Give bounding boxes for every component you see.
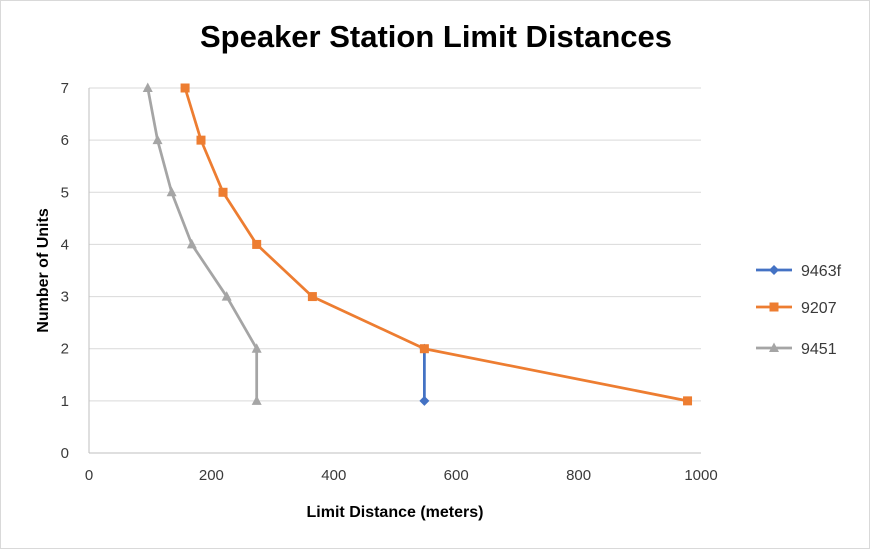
y-tick-label: 0 (61, 445, 69, 462)
data-point-9463f (419, 395, 430, 406)
data-point-9451 (166, 186, 177, 197)
x-tick-label: 400 (321, 467, 346, 484)
chart-title: Speaker Station Limit Distances (199, 19, 673, 54)
legend-marker-9463f (769, 265, 779, 275)
x-tick-label: 200 (199, 467, 224, 484)
data-point-9207 (180, 83, 190, 93)
y-axis-title: Number of Units (35, 208, 52, 333)
x-tick-label: 600 (444, 467, 469, 484)
y-tick-label: 4 (61, 236, 69, 253)
data-point-9451 (152, 134, 163, 145)
legend-label-9207: 9207 (801, 300, 837, 317)
data-point-9451 (251, 395, 262, 405)
legend-marker-9207 (769, 302, 779, 312)
legend-label-9463f: 9463f (801, 263, 842, 280)
x-tick-label: 1000 (684, 467, 717, 484)
data-point-9451 (142, 82, 153, 92)
legend-marker-9451 (769, 342, 779, 352)
x-axis-title: Limit Distance (meters) (307, 504, 484, 521)
y-tick-label: 2 (61, 341, 69, 358)
data-point-9207 (218, 187, 228, 197)
data-point-9207 (419, 344, 429, 354)
y-tick-label: 1 (61, 393, 69, 410)
y-tick-label: 3 (61, 289, 69, 306)
data-point-9451 (186, 238, 197, 249)
data-point-9207 (196, 135, 206, 145)
data-point-9207 (307, 292, 317, 302)
data-point-9451 (251, 343, 262, 353)
y-tick-label: 6 (61, 132, 69, 149)
data-point-9451 (221, 291, 232, 301)
legend-label-9451: 9451 (801, 341, 837, 358)
data-point-9207 (252, 239, 262, 249)
y-tick-label: 7 (61, 80, 69, 97)
data-point-9207 (683, 396, 693, 406)
x-tick-label: 0 (85, 467, 93, 484)
x-tick-label: 800 (566, 467, 591, 484)
y-tick-label: 5 (61, 184, 69, 201)
